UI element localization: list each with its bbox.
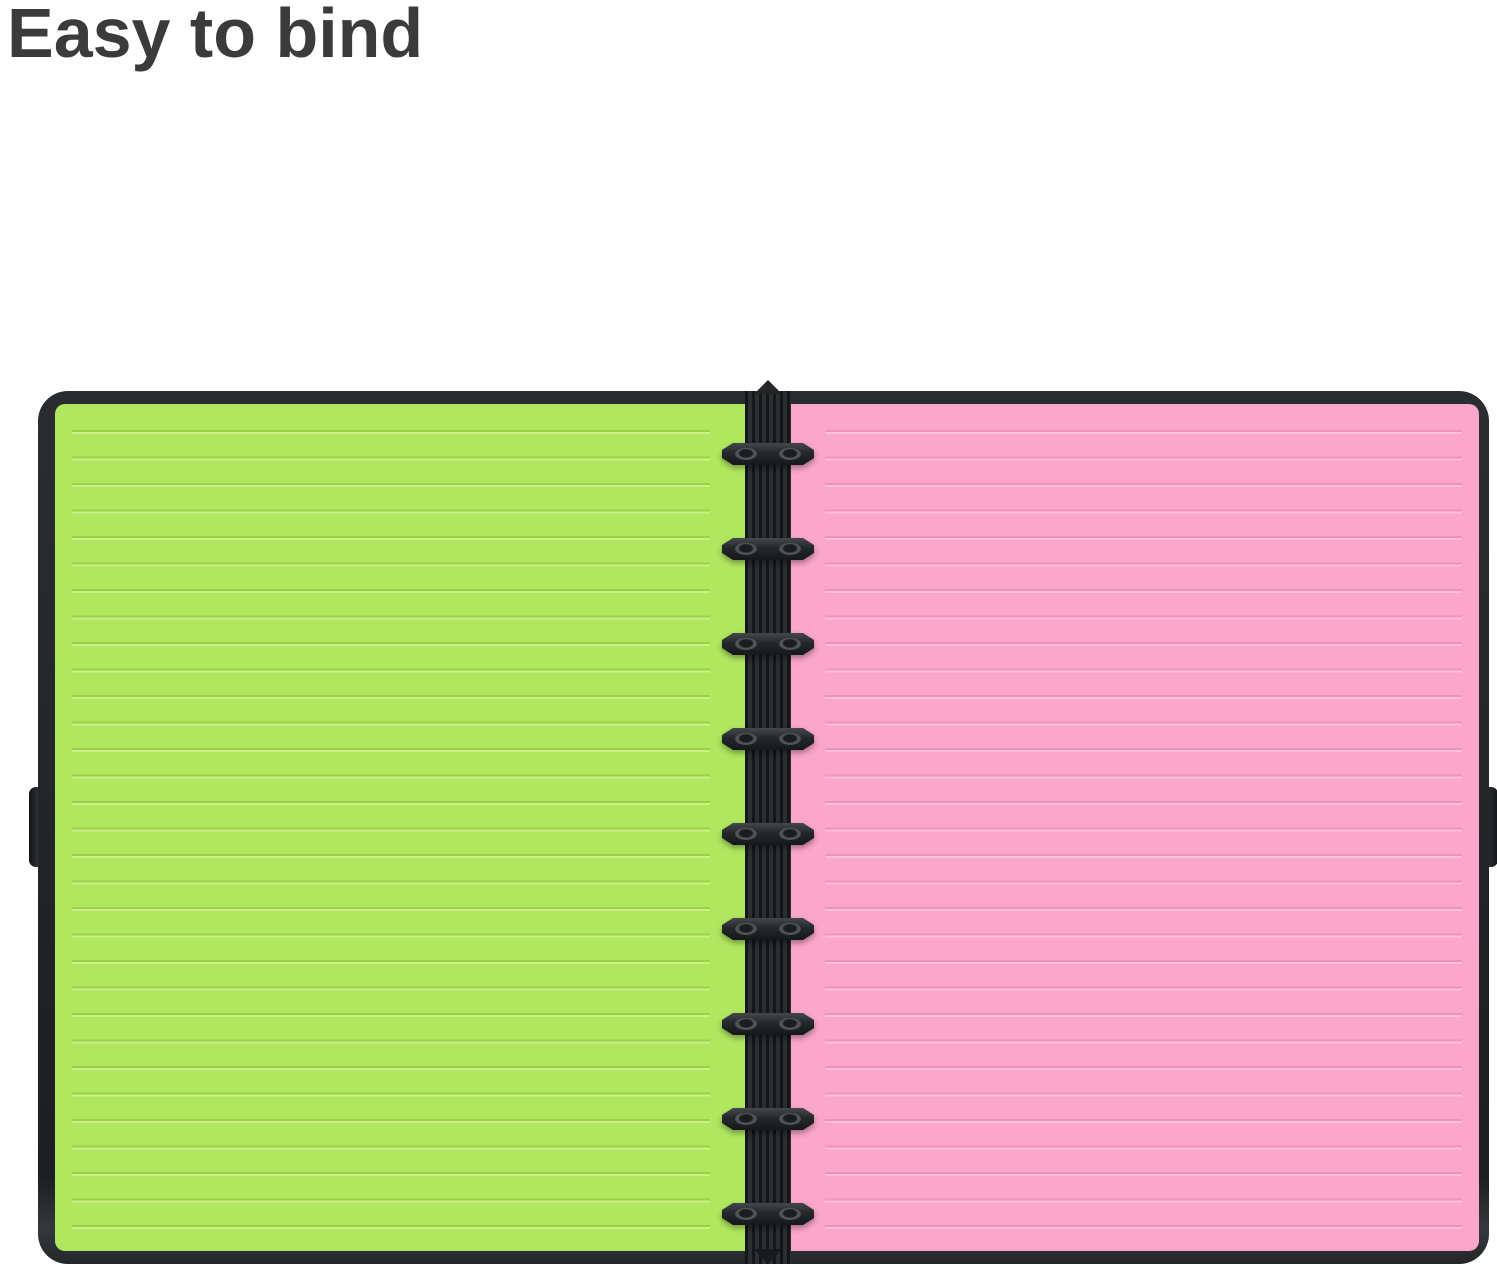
binding-disc <box>722 633 814 655</box>
spine-bottom-notch <box>754 1249 782 1264</box>
spine-top-notch <box>754 380 782 394</box>
binding-disc <box>722 823 814 845</box>
binding-disc-bar <box>722 443 814 465</box>
disc-rivet-icon <box>779 448 801 460</box>
disc-rivet-icon <box>779 638 801 650</box>
binding-disc-bar <box>722 538 814 560</box>
disc-rivet-icon <box>735 543 757 555</box>
binding-discs <box>38 391 1489 1264</box>
disc-rivet-icon <box>735 1208 757 1220</box>
disc-rivet-icon <box>735 1113 757 1125</box>
right-page-pink <box>781 404 1479 1251</box>
binding-disc-bar <box>722 1013 814 1035</box>
left-page-green <box>55 404 755 1251</box>
binding-disc-bar <box>722 1203 814 1225</box>
disc-rivet-icon <box>779 543 801 555</box>
binding-disc <box>722 1013 814 1035</box>
disc-rivet-icon <box>779 923 801 935</box>
binding-disc <box>722 1108 814 1130</box>
page-title: Easy to bind <box>7 0 424 72</box>
disc-rivet-icon <box>779 1208 801 1220</box>
disc-rivet-icon <box>779 1113 801 1125</box>
disc-rivet-icon <box>735 1018 757 1030</box>
disc-rivet-icon <box>735 448 757 460</box>
binding-disc <box>722 538 814 560</box>
disc-rivet-icon <box>735 828 757 840</box>
disc-rivet-icon <box>735 638 757 650</box>
ruled-lines-pink <box>825 430 1462 1234</box>
ruled-lines-green <box>72 430 710 1234</box>
binding-disc <box>722 918 814 940</box>
binding-disc <box>722 443 814 465</box>
binding-disc-bar <box>722 1108 814 1130</box>
binding-disc-bar <box>722 633 814 655</box>
disc-rivet-icon <box>779 1018 801 1030</box>
notebook <box>29 380 1497 1264</box>
disc-rivet-icon <box>779 828 801 840</box>
disc-rivet-icon <box>735 733 757 745</box>
binding-disc <box>722 728 814 750</box>
binding-disc-bar <box>722 728 814 750</box>
disc-rivet-icon <box>779 733 801 745</box>
binding-disc-bar <box>722 823 814 845</box>
disc-rivet-icon <box>735 923 757 935</box>
binding-disc <box>722 1203 814 1225</box>
binding-disc-bar <box>722 918 814 940</box>
